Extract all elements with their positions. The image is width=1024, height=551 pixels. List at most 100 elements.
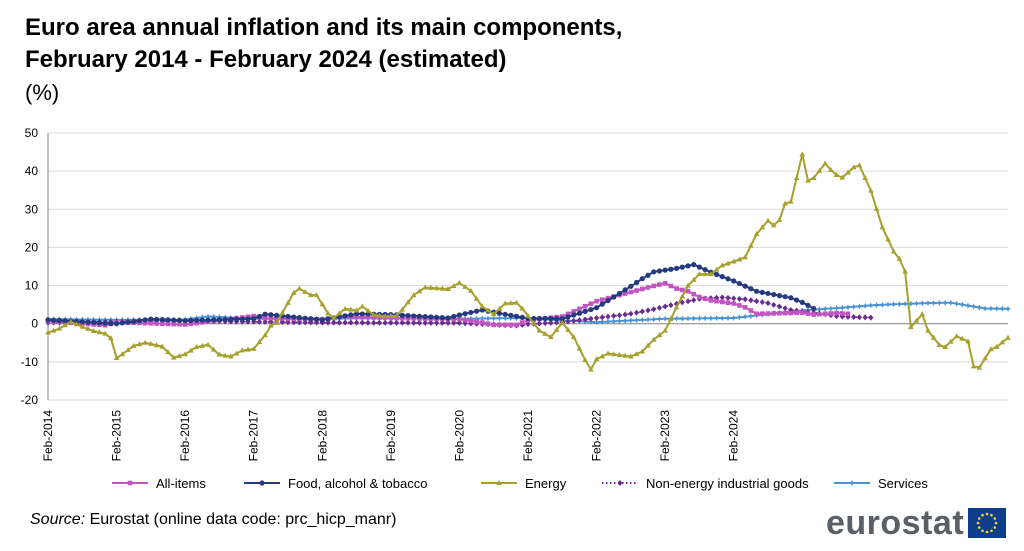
- data-point: [256, 318, 263, 325]
- legend-label: Energy: [525, 476, 567, 491]
- legend-marker: [127, 480, 133, 486]
- data-point: [919, 311, 926, 317]
- data-point: [970, 303, 977, 310]
- data-point: [433, 285, 440, 291]
- data-point: [170, 354, 177, 360]
- data-point: [148, 340, 154, 346]
- data-point: [548, 334, 554, 340]
- legend-label: All-items: [156, 476, 206, 491]
- data-point: [468, 318, 474, 324]
- data-point: [599, 353, 606, 359]
- data-point: [359, 303, 366, 309]
- data-point: [656, 332, 663, 338]
- data-point: [199, 317, 205, 323]
- data-point: [553, 316, 560, 322]
- data-point: [199, 314, 206, 321]
- data-point: [456, 279, 463, 285]
- data-point: [136, 341, 143, 347]
- data-point: [816, 167, 823, 173]
- data-point: [685, 263, 691, 269]
- data-point: [742, 254, 748, 260]
- data-point: [673, 315, 680, 322]
- data-point: [233, 350, 240, 356]
- data-point: [530, 320, 537, 326]
- data-point: [753, 231, 760, 237]
- data-point: [736, 280, 743, 287]
- data-point: [742, 305, 748, 310]
- data-point: [690, 276, 697, 282]
- data-point: [988, 346, 994, 352]
- data-point: [371, 315, 377, 320]
- data-point: [725, 276, 731, 282]
- data-point: [565, 318, 571, 325]
- data-point: [422, 284, 428, 290]
- data-point: [325, 316, 331, 322]
- data-point: [319, 301, 326, 307]
- data-point: [685, 282, 691, 288]
- data-point: [96, 320, 103, 326]
- data-point: [479, 320, 485, 325]
- data-point: [125, 319, 131, 325]
- data-point: [799, 310, 805, 315]
- data-point: [616, 351, 623, 357]
- data-point: [748, 242, 754, 248]
- data-point: [605, 318, 611, 325]
- data-point: [473, 308, 480, 314]
- data-point: [473, 315, 480, 322]
- data-point: [85, 319, 91, 325]
- data-point: [731, 295, 737, 302]
- data-point: [668, 302, 674, 309]
- data-point: [353, 311, 360, 317]
- data-point: [753, 288, 760, 294]
- data-point: [508, 322, 514, 328]
- data-point: [210, 313, 217, 320]
- data-point: [194, 320, 199, 326]
- data-point: [365, 319, 371, 326]
- data-point: [113, 321, 120, 327]
- data-point: [370, 311, 377, 317]
- data-point: [336, 310, 343, 316]
- data-point: [856, 303, 863, 310]
- data-point: [668, 266, 674, 272]
- data-point: [788, 295, 794, 301]
- data-point: [416, 319, 423, 326]
- data-point: [182, 351, 188, 357]
- x-tick-label: Feb-2018: [315, 410, 329, 462]
- legend-item: All-items: [112, 476, 206, 491]
- data-point: [285, 313, 291, 320]
- data-point: [433, 314, 440, 320]
- data-point: [445, 286, 451, 292]
- data-point: [691, 291, 697, 297]
- data-point: [862, 175, 868, 181]
- data-point: [776, 293, 783, 299]
- legend-item: Services: [834, 476, 928, 491]
- data-point: [45, 329, 51, 335]
- data-point: [902, 300, 909, 307]
- data-point: [702, 296, 708, 302]
- data-point: [639, 348, 646, 354]
- data-point: [828, 166, 834, 172]
- data-point: [782, 305, 788, 312]
- x-tick-label: Feb-2016: [178, 410, 192, 462]
- data-point: [51, 317, 57, 323]
- data-point: [673, 304, 680, 310]
- data-point: [599, 297, 605, 302]
- data-point: [925, 327, 931, 333]
- data-point: [348, 312, 354, 318]
- eu-star: [990, 513, 993, 517]
- legend-label: Food, alcohol & tobacco: [288, 476, 427, 491]
- data-point: [708, 298, 714, 303]
- data-point: [697, 294, 702, 300]
- data-point: [736, 314, 743, 321]
- data-point: [474, 319, 479, 325]
- data-point: [685, 298, 691, 305]
- data-point: [908, 324, 914, 330]
- data-point: [565, 326, 571, 332]
- source-label: Source:: [30, 511, 86, 528]
- data-point: [627, 317, 634, 324]
- data-point: [273, 312, 280, 318]
- data-point: [176, 317, 183, 324]
- data-point: [851, 314, 857, 321]
- data-point: [354, 314, 359, 320]
